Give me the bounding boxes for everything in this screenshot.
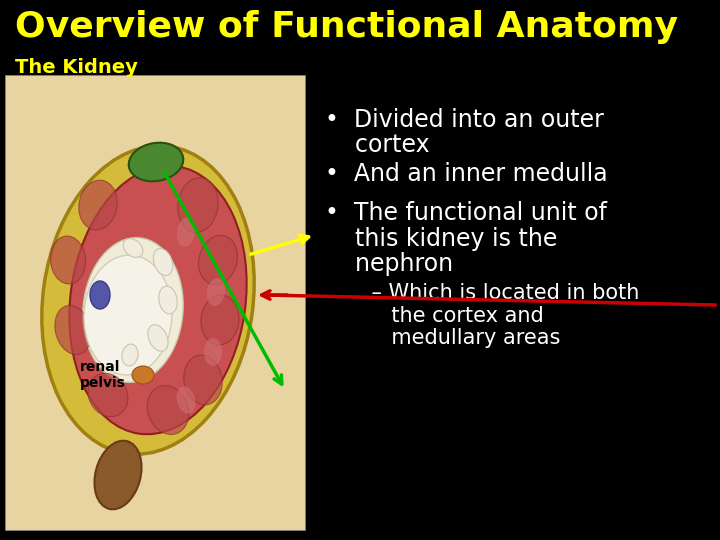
- Text: •  Divided into an outer: • Divided into an outer: [325, 108, 604, 132]
- Text: this kidney is the: this kidney is the: [325, 227, 557, 251]
- Text: renal
pelvis: renal pelvis: [80, 360, 126, 390]
- Ellipse shape: [153, 248, 173, 275]
- Ellipse shape: [177, 217, 195, 247]
- FancyBboxPatch shape: [5, 75, 305, 530]
- Ellipse shape: [129, 143, 184, 181]
- Ellipse shape: [90, 281, 110, 309]
- Ellipse shape: [55, 306, 91, 355]
- Text: the cortex and: the cortex and: [345, 306, 544, 326]
- Text: medullary areas: medullary areas: [345, 328, 560, 348]
- Ellipse shape: [159, 286, 177, 314]
- Ellipse shape: [42, 146, 254, 454]
- Ellipse shape: [83, 238, 183, 382]
- Ellipse shape: [69, 166, 247, 434]
- Text: •  And an inner medulla: • And an inner medulla: [325, 163, 608, 186]
- Ellipse shape: [148, 325, 168, 351]
- Ellipse shape: [176, 386, 195, 414]
- Text: cortex: cortex: [325, 133, 430, 158]
- Text: – Which is located in both: – Which is located in both: [345, 283, 639, 303]
- Ellipse shape: [207, 278, 225, 306]
- Ellipse shape: [204, 338, 222, 366]
- Text: The Kidney: The Kidney: [15, 58, 138, 77]
- Text: •  The functional unit of: • The functional unit of: [325, 201, 607, 226]
- Ellipse shape: [148, 386, 189, 435]
- Ellipse shape: [94, 441, 142, 509]
- Ellipse shape: [199, 235, 238, 285]
- Ellipse shape: [132, 366, 154, 384]
- Text: nephron: nephron: [325, 253, 453, 276]
- Ellipse shape: [88, 373, 128, 417]
- Ellipse shape: [123, 239, 143, 258]
- Text: Overview of Functional Anatomy: Overview of Functional Anatomy: [15, 10, 678, 44]
- Ellipse shape: [184, 355, 222, 405]
- Ellipse shape: [178, 178, 218, 232]
- Ellipse shape: [50, 236, 86, 284]
- Ellipse shape: [84, 255, 172, 375]
- Ellipse shape: [122, 344, 138, 366]
- Ellipse shape: [78, 180, 117, 230]
- Ellipse shape: [201, 295, 239, 345]
